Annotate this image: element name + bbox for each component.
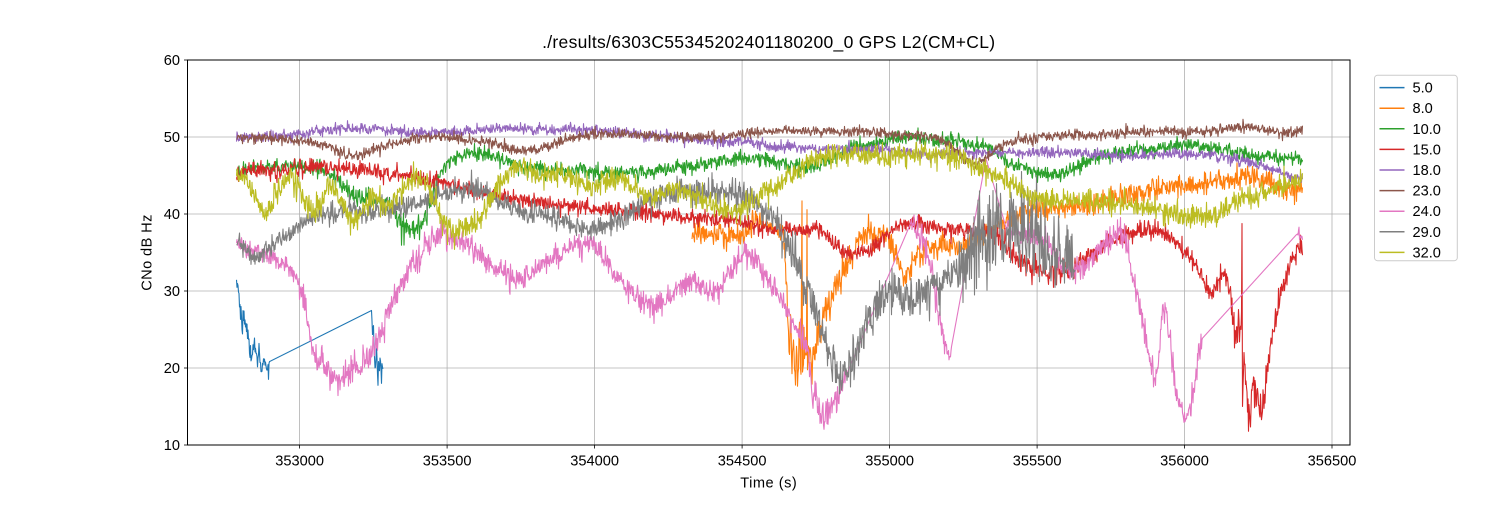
svg-text:356500: 356500 — [1308, 454, 1357, 470]
svg-text:30: 30 — [164, 284, 180, 300]
svg-text:CNo dB Hz: CNo dB Hz — [140, 214, 156, 291]
svg-text:353000: 353000 — [275, 454, 324, 470]
svg-text:15.0: 15.0 — [1413, 142, 1441, 158]
svg-text:20: 20 — [164, 361, 180, 377]
svg-text:355000: 355000 — [865, 454, 914, 470]
svg-text:353500: 353500 — [423, 454, 472, 470]
svg-text:50: 50 — [164, 130, 180, 146]
svg-text:8.0: 8.0 — [1413, 101, 1433, 117]
svg-text:40: 40 — [164, 207, 180, 223]
svg-text:29.0: 29.0 — [1413, 225, 1441, 241]
svg-text:18.0: 18.0 — [1413, 163, 1441, 179]
svg-text:354000: 354000 — [570, 454, 619, 470]
svg-text:354500: 354500 — [718, 454, 767, 470]
svg-text:23.0: 23.0 — [1413, 184, 1441, 200]
svg-text:355500: 355500 — [1013, 454, 1062, 470]
svg-text:32.0: 32.0 — [1413, 245, 1441, 261]
svg-text:60: 60 — [164, 53, 180, 69]
svg-text:Time (s): Time (s) — [740, 476, 797, 492]
svg-text:5.0: 5.0 — [1413, 81, 1433, 97]
svg-text:./results/6303C553452024011802: ./results/6303C55345202401180200_0 GPS L… — [542, 32, 995, 53]
svg-text:356000: 356000 — [1160, 454, 1209, 470]
svg-text:24.0: 24.0 — [1413, 204, 1441, 220]
svg-text:10.0: 10.0 — [1413, 122, 1441, 138]
svg-text:10: 10 — [164, 438, 180, 454]
